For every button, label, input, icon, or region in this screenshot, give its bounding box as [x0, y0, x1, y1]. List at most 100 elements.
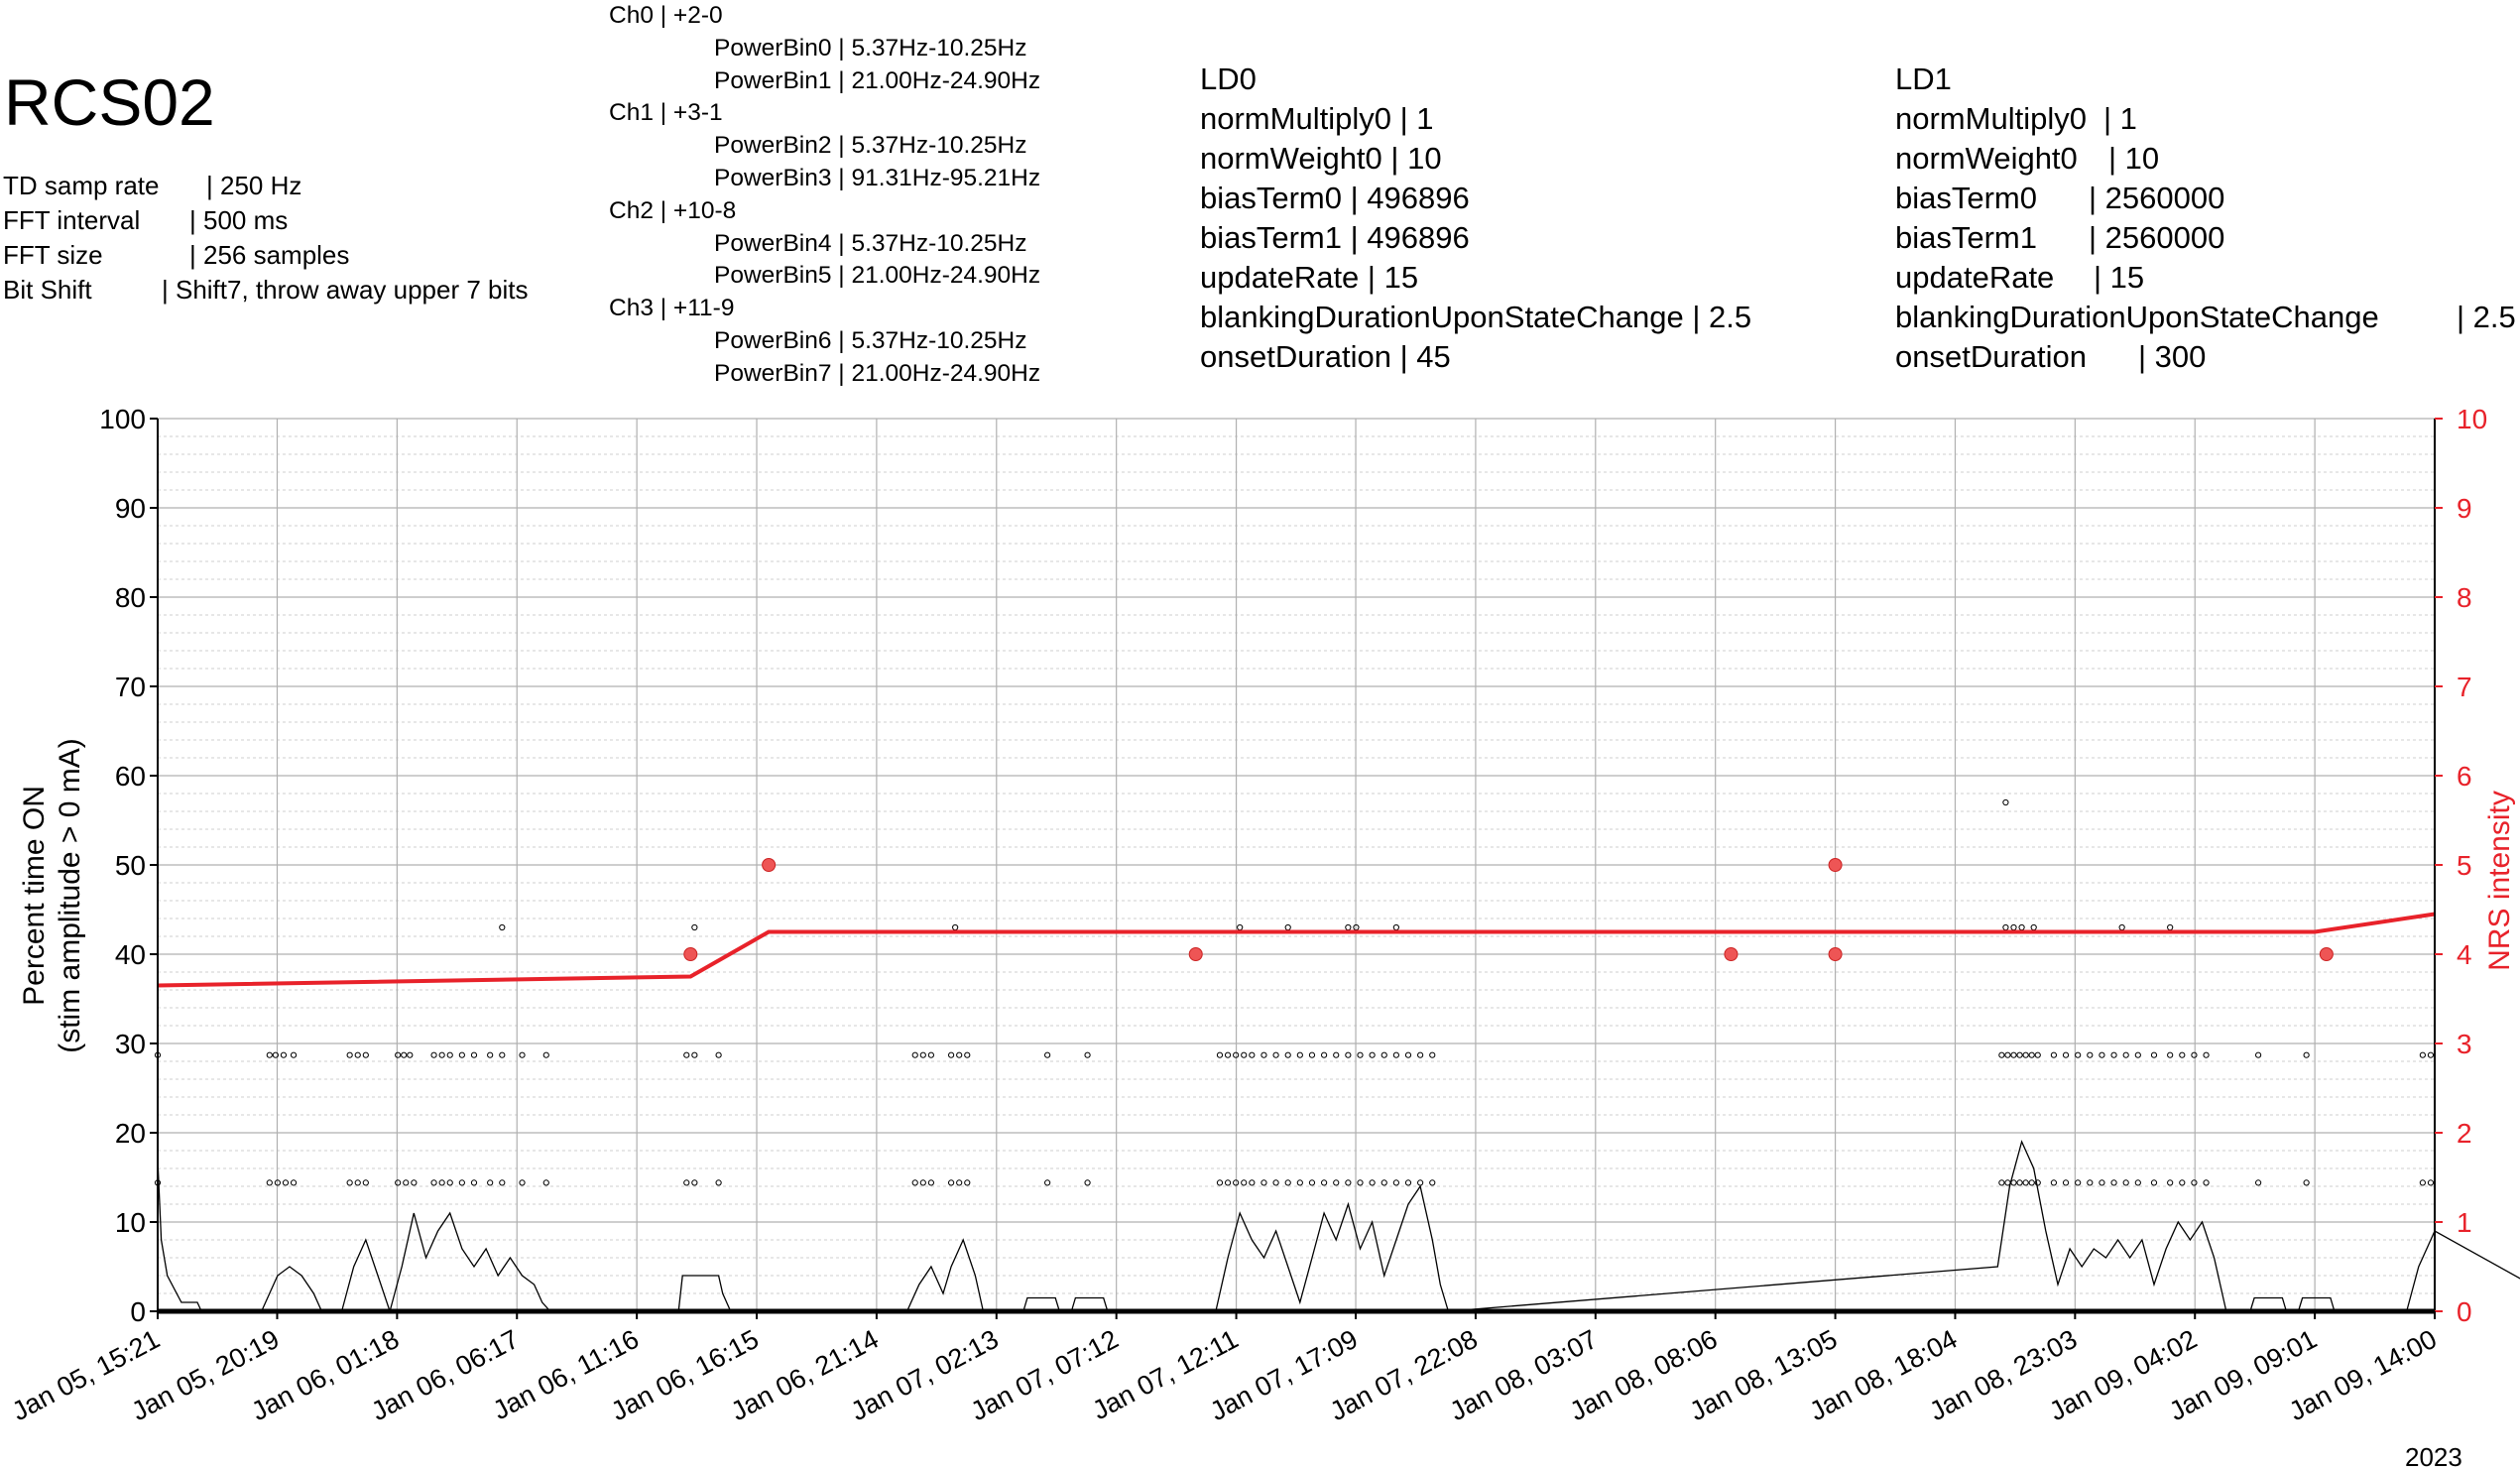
stim-scatter-point — [2050, 1179, 2058, 1186]
nrs-point — [683, 947, 698, 961]
ld0-value: | 45 — [1391, 339, 1451, 374]
y2-tick-label: 1 — [2457, 1207, 2472, 1238]
stim-scatter-point — [1998, 1179, 2005, 1186]
stim-scatter-point — [919, 1051, 926, 1058]
stim-scatter-point — [2303, 1051, 2310, 1058]
power-bin: PowerBin4 | 5.37Hz-10.25Hz — [714, 229, 1027, 257]
stim-scatter-point — [1345, 1179, 1352, 1186]
ld0-title: LD0 — [1200, 61, 1257, 96]
stim-scatter-point — [272, 1051, 279, 1058]
ld1-row: onsetDuration | 300 — [1895, 337, 2206, 377]
stim-scatter-point — [403, 1179, 410, 1186]
stim-scatter-point — [274, 1179, 281, 1186]
stim-scatter-point — [964, 1051, 971, 1058]
y2-axis-title: NRS intensity — [2483, 791, 2516, 971]
stim-scatter-point — [2062, 1179, 2070, 1186]
stim-scatter-point — [401, 1051, 408, 1058]
stim-scatter-point — [446, 1051, 453, 1058]
stim-scatter-point — [2110, 1051, 2117, 1058]
stim-scatter-point — [927, 1051, 934, 1058]
stim-scatter-point — [715, 1051, 722, 1058]
nrs-point — [2319, 947, 2334, 961]
stim-layer — [154, 798, 2520, 1314]
channel-list: Ch0 | +2-0 PowerBin0 | 5.37Hz-10.25Hz Powe… — [609, 0, 1040, 391]
stim-scatter-point — [956, 1179, 963, 1186]
stim-scatter-point — [487, 1051, 494, 1058]
stim-scatter-point — [2203, 1051, 2210, 1058]
stim-scatter-point — [2167, 923, 2174, 931]
nrs-layer — [157, 858, 2436, 988]
stim-scatter-point — [470, 1179, 478, 1186]
stim-scatter-point — [2150, 1051, 2158, 1058]
stim-scatter-point — [2087, 1179, 2094, 1186]
stim-scatter-point — [2203, 1179, 2210, 1186]
stim-scatter-point — [1272, 1051, 1279, 1058]
stim-scatter-point — [956, 1051, 963, 1058]
stim-scatter-point — [2191, 1051, 2198, 1058]
stim-scatter-point — [2062, 1051, 2070, 1058]
stim-scatter-point — [1233, 1179, 1240, 1186]
nrs-point — [1724, 947, 1739, 961]
stim-scatter-point — [691, 1051, 698, 1058]
stim-scatter-point — [1296, 1051, 1303, 1058]
stim-scatter-point — [1429, 1179, 1436, 1186]
stim-scatter-point — [1308, 1051, 1316, 1058]
stim-scatter-point — [1333, 1179, 1340, 1186]
nrs-trend-line — [157, 912, 2436, 988]
setting-value: | 256 samples — [189, 240, 350, 270]
stim-percent-line — [157, 1140, 2520, 1314]
y2-tick-label: 10 — [2457, 404, 2487, 434]
stim-scatter-point — [1320, 1179, 1328, 1186]
ld1-title: LD1 — [1895, 61, 1952, 96]
stim-scatter-point — [1260, 1179, 1267, 1186]
ld1-key: normMultiply0 — [1895, 101, 2087, 136]
channel-label: Ch0 | +2-0 — [609, 2, 723, 29]
stim-scatter-point — [1284, 923, 1291, 931]
channel-label: Ch1 | +3-1 — [609, 99, 723, 127]
ld1-key: updateRate — [1895, 260, 2055, 295]
stim-scatter-point — [2030, 923, 2037, 931]
setting-key: TD samp rate — [3, 171, 160, 200]
power-bin: PowerBin5 | 21.00Hz-24.90Hz — [714, 262, 1041, 290]
ld1-value: | 2.5 — [2457, 300, 2516, 334]
stim-scatter-point — [1998, 1051, 2005, 1058]
channel-label: Ch3 | +11-9 — [609, 295, 735, 322]
ld0-panel: LD0 normMultiply0 | 1 normWeight0 | 10 bias… — [1200, 60, 1751, 377]
stim-scatter-point — [911, 1179, 918, 1186]
ld1-value: | 300 — [2138, 339, 2207, 374]
power-bin: PowerBin7 | 21.00Hz-24.90Hz — [714, 359, 1041, 387]
y-tick-label: 80 — [115, 582, 146, 613]
year-label: 2023 — [2405, 1442, 2462, 1470]
stim-scatter-point — [2034, 1051, 2041, 1058]
y-tick-label: 40 — [115, 939, 146, 970]
stim-scatter-point — [1380, 1051, 1387, 1058]
stim-scatter-point — [1429, 1051, 1436, 1058]
stim-scatter-point — [2050, 1051, 2058, 1058]
stim-scatter-point — [1044, 1051, 1051, 1058]
stim-scatter-point — [2179, 1051, 2186, 1058]
ld1-panel: LD1 normMultiply0 | 1 normWeight0 | 10 biasTe… — [1895, 60, 2516, 377]
stim-scatter-point — [2002, 798, 2009, 806]
stim-scatter-point — [362, 1179, 369, 1186]
power-bin: PowerBin2 | 5.37Hz-10.25Hz — [714, 132, 1027, 160]
stim-scatter-point — [691, 1179, 698, 1186]
stim-scatter-point — [2303, 1179, 2310, 1186]
stim-scatter-point — [1345, 923, 1352, 931]
ld1-row: normWeight0 | 10 — [1895, 139, 2159, 179]
y-axis-title: Percent time ON — [18, 786, 51, 1006]
ld1-key: biasTerm0 — [1895, 181, 2037, 215]
stim-scatter-point — [2087, 1051, 2094, 1058]
stim-scatter-point — [1417, 1051, 1424, 1058]
stim-scatter-point — [2118, 923, 2125, 931]
ld1-value: | 2560000 — [2089, 220, 2225, 255]
stim-scatter-point — [919, 1179, 926, 1186]
stim-scatter-point — [1260, 1051, 1267, 1058]
y2-tick-label: 7 — [2457, 672, 2472, 702]
ld1-value: | 15 — [2094, 260, 2145, 295]
stim-scatter-point — [499, 1051, 506, 1058]
nrs-point — [1188, 947, 1203, 961]
stim-scatter-point — [362, 1051, 369, 1058]
stim-scatter-point — [1241, 1179, 1248, 1186]
ld0-value: | 1 — [1390, 101, 1434, 136]
